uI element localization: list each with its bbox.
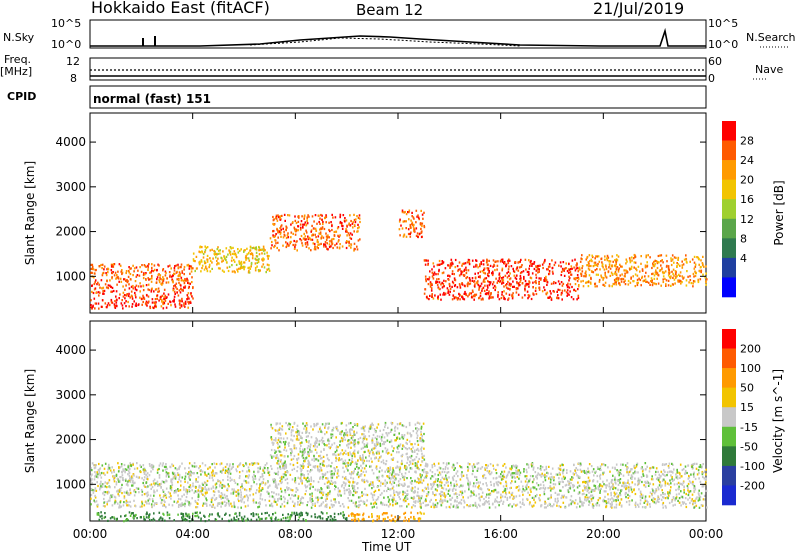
power-heatmap <box>90 209 708 310</box>
freq-strip <box>89 57 707 81</box>
colorbar-swatch <box>722 485 736 506</box>
velocity-region <box>96 511 348 523</box>
freq-tick-top: 12 <box>66 55 80 68</box>
colorbar-swatch <box>722 368 736 388</box>
colorbar-tick-label: 24 <box>740 154 754 167</box>
x-tick-label: 08:00 <box>278 527 313 541</box>
colorbar-tick-label: -200 <box>740 479 765 492</box>
x-tick-label: 12:00 <box>381 527 416 541</box>
nsky-label: N.Sky <box>3 31 35 44</box>
colorbar-tick-label: 20 <box>740 174 754 187</box>
velocity-panel-frame <box>89 320 707 522</box>
cpid-strip <box>89 85 707 109</box>
power-region <box>90 263 194 288</box>
y-tick-label: 3000 <box>55 180 86 194</box>
power-region <box>192 245 271 274</box>
colorbar-swatch <box>722 277 736 298</box>
colorbar-swatch <box>722 407 736 428</box>
colorbar-tick-label: -50 <box>740 440 758 453</box>
nave-tick-top: 60 <box>708 55 722 68</box>
nsky-tick-bottom: 10^0 <box>51 38 82 51</box>
nsky-strip <box>89 19 707 49</box>
colorbar-swatch <box>722 218 736 239</box>
nsky-trace <box>90 27 706 47</box>
colorbar-swatch <box>722 238 736 259</box>
y-tick-label: 2000 <box>55 225 86 239</box>
colorbar-swatch <box>722 465 736 486</box>
colorbar-tick-label: 28 <box>740 135 754 148</box>
cpid-label: CPID <box>7 90 37 103</box>
velocity-heatmap <box>90 421 708 523</box>
y-tick-label: 1000 <box>55 269 86 283</box>
power-region <box>269 213 361 252</box>
colorbar-swatch <box>722 140 736 161</box>
x-tick-label: 20:00 <box>586 527 621 541</box>
colorbar-tick-label: 12 <box>740 213 754 226</box>
nsky-tick-top: 10^5 <box>51 17 82 30</box>
power-region <box>577 253 708 288</box>
nsearch-tick-top: 10^5 <box>708 17 739 30</box>
time-axis-label: Time UT <box>362 540 412 554</box>
colorbar-tick-label: 16 <box>740 193 754 206</box>
velocity-region <box>269 421 426 465</box>
power-region <box>423 258 580 301</box>
colorbar-swatch <box>722 160 736 180</box>
x-tick-label: 04:00 <box>175 527 210 541</box>
power-region <box>398 209 426 239</box>
velocity-colorbar: 200 100 50 15 -15 -50 -100 -200 <box>722 329 765 506</box>
x-tick-label: 00:00 <box>689 527 724 541</box>
colorbar-swatch <box>722 257 736 278</box>
date-label: 21/Jul/2019 <box>593 0 685 18</box>
velocity-colorbar-label-text: Velocity [m s^-1] <box>771 368 785 474</box>
nave-label: Nave <box>755 63 784 76</box>
x-tick-label: 16:00 <box>483 527 518 541</box>
y-tick-label: 4000 <box>55 343 86 357</box>
colorbar-swatch <box>722 348 736 369</box>
axes: 1000 2000 3000 4000 1000 2000 3000 4000 00:00 04:… <box>55 113 723 541</box>
colorbar-swatch <box>722 121 736 141</box>
freq-tick-bottom: 8 <box>70 72 77 85</box>
nsearch-label: N.Search <box>746 31 796 44</box>
colorbar-swatch <box>722 446 736 467</box>
velocity-region <box>348 511 425 523</box>
power-colorbar-label: Power [dB] <box>772 180 786 246</box>
radar-title: Hokkaido East (fitACF) <box>91 0 270 17</box>
power-region <box>90 285 194 310</box>
colorbar-swatch <box>722 179 736 200</box>
colorbar-swatch <box>722 426 736 447</box>
colorbar-swatch <box>722 199 736 220</box>
power-colorbar: 28 24 20 16 12 8 4 <box>722 121 754 298</box>
y-tick-label: 1000 <box>55 477 86 491</box>
colorbar-tick-label: -15 <box>740 421 758 434</box>
y-tick-label: 4000 <box>55 135 86 149</box>
colorbar-tick-label: 200 <box>740 343 761 356</box>
velocity-colorbar-label: Velocity [m s^-1] <box>771 369 785 473</box>
cpid-value: normal (fast) 151 <box>93 92 211 106</box>
colorbar-tick-label: 100 <box>740 362 761 375</box>
nsearch-tick-bottom: 10^0 <box>708 38 739 51</box>
freq-label-1: Freq. <box>4 53 32 66</box>
nave-tick-bottom: 0 <box>708 72 715 85</box>
y-tick-label: 3000 <box>55 388 86 402</box>
beam-label: Beam 12 <box>356 1 424 19</box>
colorbar-tick-label: 4 <box>740 252 747 265</box>
velocity-ylabel: Slant Range [km] <box>23 368 37 474</box>
colorbar-tick-label: 15 <box>740 401 754 414</box>
colorbar-tick-label: 8 <box>740 232 747 245</box>
y-tick-label: 2000 <box>55 433 86 447</box>
colorbar-swatch <box>722 329 736 349</box>
x-tick-label: 00:00 <box>73 527 108 541</box>
freq-label-2: [MHz] <box>0 65 33 78</box>
colorbar-tick-label: -100 <box>740 460 765 473</box>
velocity-region <box>90 462 708 509</box>
colorbar-swatch <box>722 387 736 408</box>
power-ylabel: Slant Range [km] <box>23 160 37 266</box>
colorbar-tick-label: 50 <box>740 382 754 395</box>
